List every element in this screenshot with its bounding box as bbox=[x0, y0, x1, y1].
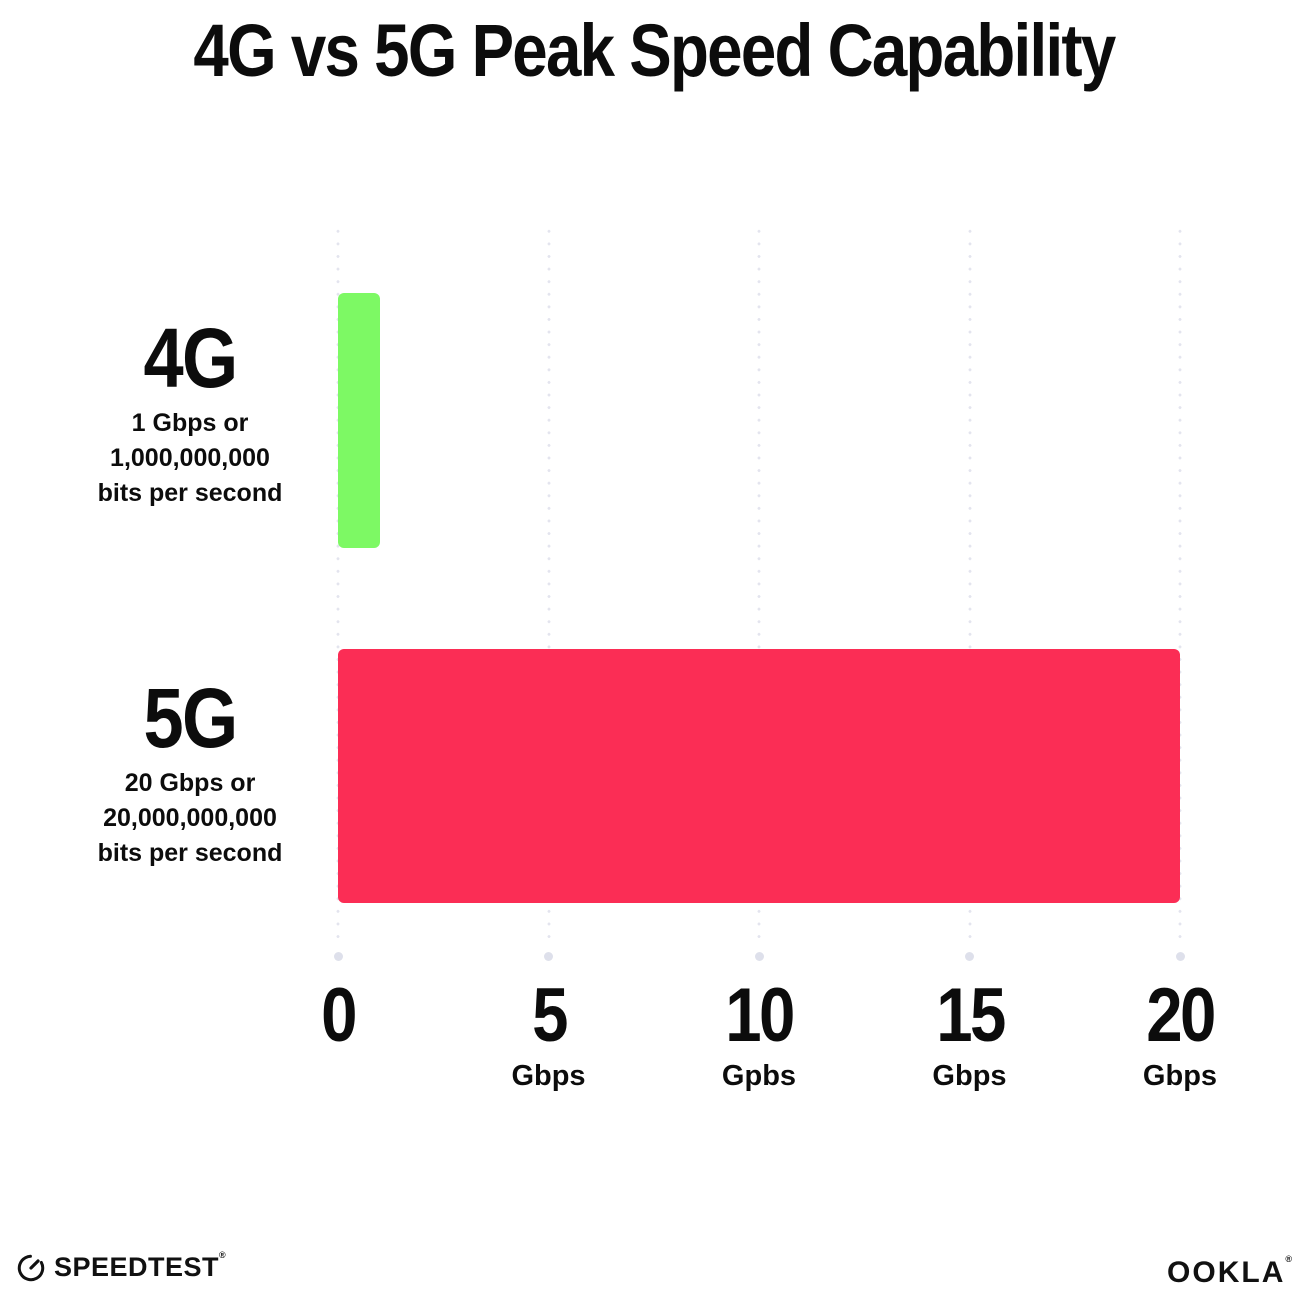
plot-area bbox=[335, 225, 1183, 947]
sublabel-line: bits per second bbox=[97, 839, 283, 867]
gridline-20-gbps bbox=[1177, 225, 1183, 947]
bar-5g bbox=[338, 649, 1180, 903]
row-label-4g-sublabel: 1 Gbps or 1,000,000,000 bits per second bbox=[50, 406, 330, 511]
sublabel-line: bits per second bbox=[97, 479, 283, 507]
x-tick-10-unit: Gpbs bbox=[721, 1060, 797, 1092]
x-tick-20-unit: Gbps bbox=[1142, 1060, 1218, 1092]
x-axis: 0 5 Gbps 10 Gpbs 15 Gbps 20 Gbps bbox=[321, 978, 1217, 1118]
speedtest-logo: SPEEDTEST® bbox=[16, 1250, 227, 1283]
x-tick-15: 15 Gbps bbox=[930, 978, 1009, 1093]
x-tick-15-number: 15 bbox=[935, 973, 1006, 1058]
row-label-5g-sublabel: 20 Gbps or 20,000,000,000 bits per secon… bbox=[50, 766, 330, 871]
bar-4g bbox=[338, 293, 381, 548]
x-tick-5-unit: Gbps bbox=[511, 1060, 586, 1092]
row-label-4g-name: 4G bbox=[143, 311, 239, 405]
x-tick-0-number: 0 bbox=[321, 973, 357, 1058]
sublabel-line: 20 Gbps or bbox=[124, 769, 256, 797]
row-label-5g: 5G 20 Gbps or 20,000,000,000 bits per se… bbox=[50, 676, 330, 871]
gridline-15-gbps bbox=[967, 225, 972, 947]
sublabel-line: 20,000,000,000 bbox=[103, 804, 277, 832]
speedtest-wordmark: SPEEDTEST® bbox=[54, 1250, 227, 1283]
x-tick-20: 20 Gbps bbox=[1141, 978, 1220, 1093]
gridline-0-gbps bbox=[335, 225, 341, 947]
gridline-5-gbps bbox=[546, 225, 551, 947]
x-tick-20-number: 20 bbox=[1146, 973, 1216, 1058]
ookla-logo: OOKLA® bbox=[1167, 1254, 1294, 1290]
sublabel-line: 1 Gbps or bbox=[131, 409, 249, 437]
x-tick-15-unit: Gbps bbox=[932, 1060, 1007, 1092]
gridline-10-gbps bbox=[756, 225, 762, 947]
speedometer-gauge-icon bbox=[17, 1254, 45, 1281]
x-tick-5-number: 5 bbox=[531, 973, 568, 1058]
ookla-trademark: ® bbox=[1285, 1254, 1294, 1264]
row-label-5g-name: 5G bbox=[143, 671, 239, 765]
x-tick-5: 5 Gbps bbox=[511, 978, 585, 1093]
ookla-text: OOKLA bbox=[1167, 1256, 1286, 1289]
speedtest-trademark: ® bbox=[219, 1250, 227, 1260]
x-tick-10: 10 Gpbs bbox=[720, 978, 799, 1093]
chart-title: 4G vs 5G Peak Speed Capability bbox=[193, 9, 1116, 92]
speedtest-text: SPEEDTEST bbox=[54, 1252, 220, 1282]
row-label-4g: 4G 1 Gbps or 1,000,000,000 bits per seco… bbox=[50, 316, 330, 511]
sublabel-line: 1,000,000,000 bbox=[110, 444, 270, 472]
x-tick-0: 0 bbox=[318, 978, 357, 1061]
x-tick-10-number: 10 bbox=[725, 973, 795, 1058]
